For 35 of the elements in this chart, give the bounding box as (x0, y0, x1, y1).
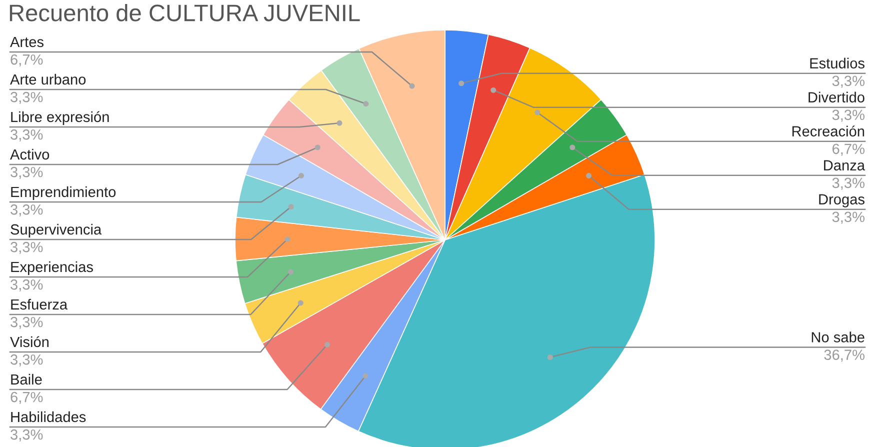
data-label: 36,7% (824, 350, 864, 362)
data-label: 3,3% (10, 316, 43, 329)
data-label: 3,3% (10, 92, 43, 104)
slice-label: Esfuerza (11, 298, 68, 310)
data-label: 3,3% (10, 354, 43, 366)
slice-label: Baile (11, 374, 42, 385)
chart-title: Recuento de CULTURA JUVENIL (10, 4, 360, 22)
slice-label: Divertido (808, 92, 864, 102)
data-label: 3,3% (832, 178, 864, 190)
slice-label: Libre expresión (11, 111, 109, 125)
data-label: 3,3% (10, 242, 43, 254)
data-label: 3,3% (10, 429, 43, 442)
slice-label: Experiencias (11, 261, 93, 275)
slice-label: Supervivencia (10, 224, 102, 238)
data-label: 3,3% (832, 76, 864, 88)
data-label: 3,3% (832, 110, 864, 122)
slice-label: Visión (10, 336, 49, 348)
data-label: 6,7% (10, 392, 43, 404)
slice-label: Activo (10, 148, 50, 160)
data-label: 3,3% (832, 212, 864, 224)
slice-label: Arte urbano (10, 74, 86, 85)
data-label: 3,3% (10, 204, 43, 216)
data-label: 3,3% (10, 279, 43, 292)
data-label: 3,3% (10, 129, 43, 142)
slice-label: Recreación (792, 126, 864, 136)
data-label: 3,3% (10, 166, 43, 179)
slice-label: Estudios (810, 58, 864, 68)
slice-label: Danza (824, 160, 865, 170)
slice-label: Habilidades (11, 411, 86, 422)
data-label: 6,7% (832, 144, 864, 156)
slice-label: Drogas (819, 194, 864, 208)
slice-label: Emprendimiento (11, 186, 116, 200)
data-label: 6,7% (10, 54, 43, 66)
slice-label: No sabe (812, 332, 864, 342)
slice-label: Artes (10, 36, 44, 48)
